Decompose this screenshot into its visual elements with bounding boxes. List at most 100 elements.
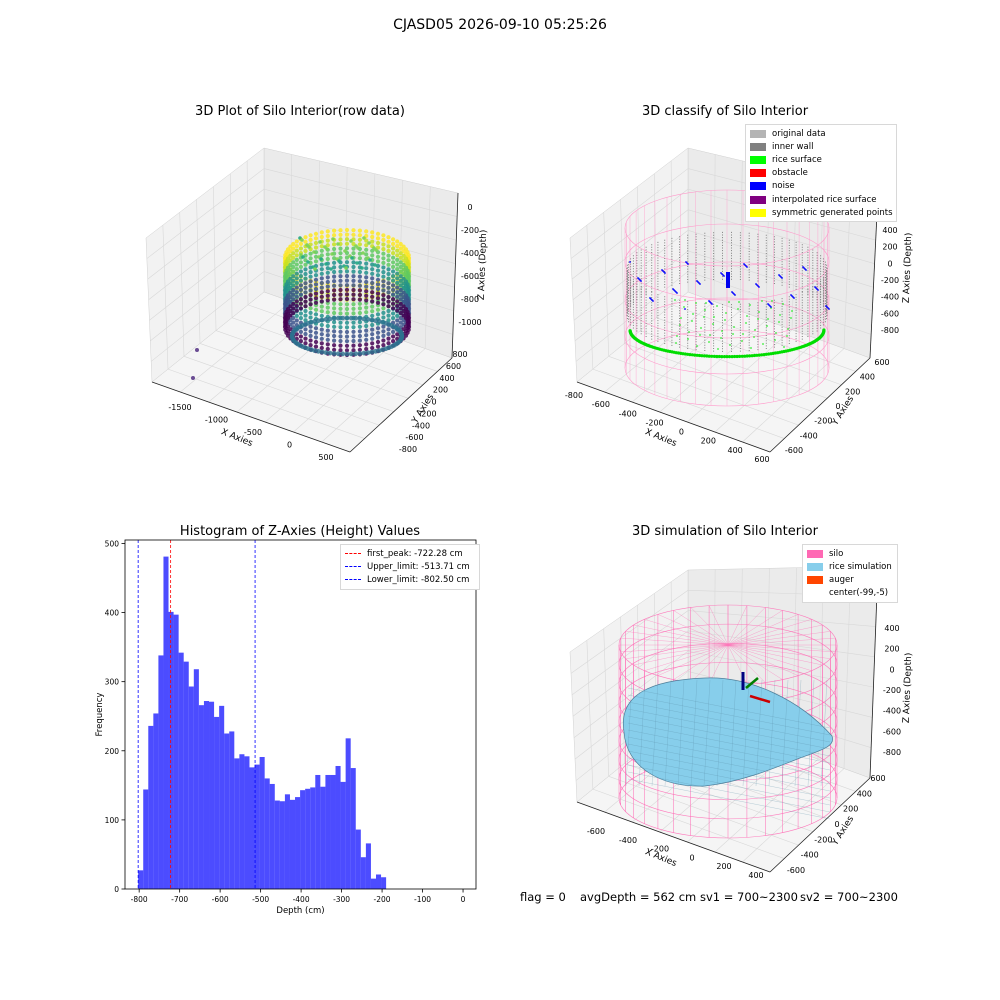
point — [386, 239, 391, 244]
histogram-bar — [350, 768, 356, 889]
point — [375, 344, 381, 349]
point — [332, 265, 337, 270]
raw-points — [191, 227, 412, 380]
point — [357, 274, 362, 279]
point — [395, 248, 400, 253]
noise-point — [814, 286, 816, 288]
point — [325, 270, 330, 275]
point — [338, 255, 343, 260]
point — [313, 312, 319, 317]
panel2-title: 3D classify of Silo Interior — [641, 104, 809, 119]
point — [381, 333, 386, 338]
rice-surface-point — [720, 337, 722, 339]
point — [395, 318, 400, 323]
rice-surface-point — [737, 308, 739, 310]
point — [338, 297, 343, 302]
silo-wire — [727, 614, 799, 646]
rice-surface-point — [680, 317, 682, 319]
rice-surface-point — [724, 319, 726, 321]
silo-wire — [727, 631, 831, 646]
point — [375, 326, 381, 331]
point — [319, 230, 324, 235]
point — [291, 274, 296, 279]
rice-mesh — [627, 687, 831, 729]
point — [351, 348, 356, 353]
rice-surface-point — [754, 329, 756, 331]
point — [375, 339, 381, 345]
point — [308, 293, 313, 298]
rice-surface-point — [730, 355, 734, 359]
point — [375, 282, 381, 287]
point — [325, 323, 330, 329]
y-tick-label: -600 — [787, 866, 805, 875]
point — [324, 262, 328, 266]
rice-surface-point — [728, 301, 730, 303]
point — [364, 337, 369, 342]
point — [398, 283, 403, 288]
z-axis-line — [451, 192, 459, 359]
legend-swatch — [807, 575, 823, 584]
histogram-bar — [355, 829, 361, 889]
point — [370, 345, 375, 351]
point — [313, 344, 319, 349]
histogram-bar — [315, 774, 321, 889]
point — [375, 231, 381, 236]
histogram-bar — [209, 701, 215, 889]
point — [351, 334, 356, 339]
point — [332, 256, 337, 261]
point — [337, 259, 341, 263]
point — [364, 289, 369, 294]
point — [338, 325, 343, 330]
histogram-bar — [320, 786, 326, 889]
point — [381, 279, 386, 284]
point — [357, 329, 362, 334]
rice-surface-point — [704, 309, 706, 311]
grid-line — [687, 271, 872, 335]
rice-surface-point — [703, 316, 705, 318]
point — [319, 285, 324, 290]
point — [351, 269, 356, 274]
histogram-bar — [305, 788, 311, 889]
grid-line — [687, 630, 875, 658]
z-tick-label: 400 — [884, 624, 899, 633]
point — [375, 254, 381, 259]
y-tick-label: -400 — [801, 851, 819, 860]
legend-label: Upper_limit: -513.71 cm — [367, 561, 470, 572]
silo-wire — [727, 644, 783, 680]
point — [353, 351, 358, 357]
point — [325, 305, 330, 310]
point — [351, 232, 356, 237]
rice-surface-point — [782, 303, 784, 305]
x-tick-label: 0 — [287, 441, 292, 450]
noise-point — [755, 283, 757, 285]
histogram-bar — [370, 878, 376, 889]
legend-line — [345, 566, 361, 568]
histogram-bar — [224, 733, 230, 889]
y-tick-label: 0 — [114, 885, 119, 894]
panel4-title: 3D simulation of Silo Interior — [632, 524, 818, 539]
x-axis-line — [151, 381, 351, 453]
point — [294, 318, 299, 323]
histogram-bar — [183, 661, 189, 889]
point — [370, 276, 375, 281]
point — [395, 239, 400, 244]
grid-line — [263, 188, 457, 241]
histogram-bar — [381, 877, 387, 889]
outlier-point — [195, 348, 199, 352]
grid-line — [246, 160, 249, 305]
point — [386, 308, 391, 314]
point — [386, 318, 391, 323]
point — [375, 307, 381, 312]
point — [303, 331, 308, 337]
legend-entry: symmetric generated points — [750, 206, 893, 219]
rice-surface-point — [735, 354, 739, 359]
rice-surface-point — [679, 324, 681, 326]
point — [391, 246, 396, 251]
rice-surface-point — [707, 354, 711, 358]
rice-surface-point — [791, 310, 793, 312]
grid-line — [147, 188, 265, 280]
y-axis-label: Frequency — [95, 693, 105, 737]
point — [319, 280, 324, 286]
point — [398, 301, 403, 306]
point — [298, 246, 303, 251]
